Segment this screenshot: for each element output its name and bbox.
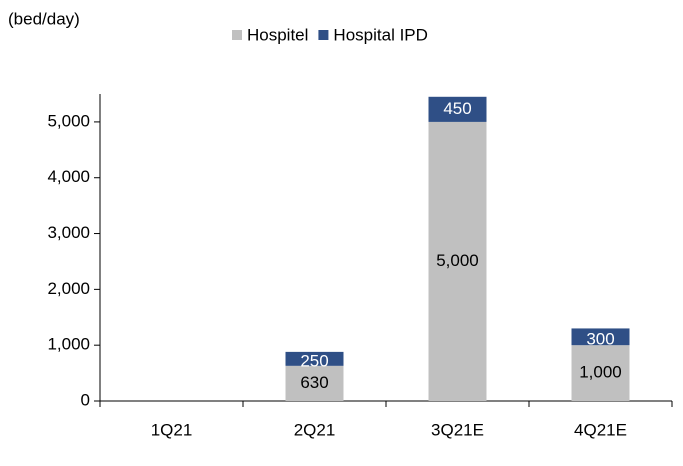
data-label: 300 — [586, 329, 614, 348]
bar-segment — [571, 345, 630, 401]
y-tick-label: 5,000 — [47, 111, 90, 130]
x-tick-label: 1Q21 — [151, 420, 193, 439]
legend-label: Hospitel — [247, 25, 308, 44]
bar-segment — [428, 96, 487, 122]
y-tick-label: 0 — [81, 390, 90, 409]
legend-swatch — [232, 30, 242, 40]
x-tick-label: 2Q21 — [294, 420, 336, 439]
data-label: 630 — [300, 373, 328, 392]
x-tick-label: 3Q21E — [431, 420, 484, 439]
x-tick-label: 4Q21E — [574, 420, 627, 439]
y-tick-label: 4,000 — [47, 167, 90, 186]
data-label: 1,000 — [579, 363, 622, 382]
y-tick-label: 1,000 — [47, 335, 90, 354]
legend-label: Hospital IPD — [333, 25, 427, 44]
bar-segment — [285, 365, 344, 401]
y-axis-unit: (bed/day) — [8, 9, 80, 28]
bar-segment — [571, 328, 630, 346]
data-label: 450 — [443, 99, 471, 118]
data-label: 250 — [300, 351, 328, 370]
data-label: 5,000 — [436, 251, 479, 270]
bar-segment — [285, 351, 344, 366]
bar-segment — [428, 121, 487, 401]
y-tick-label: 3,000 — [47, 223, 90, 242]
legend-swatch — [318, 30, 329, 40]
y-tick-label: 2,000 — [47, 279, 90, 298]
